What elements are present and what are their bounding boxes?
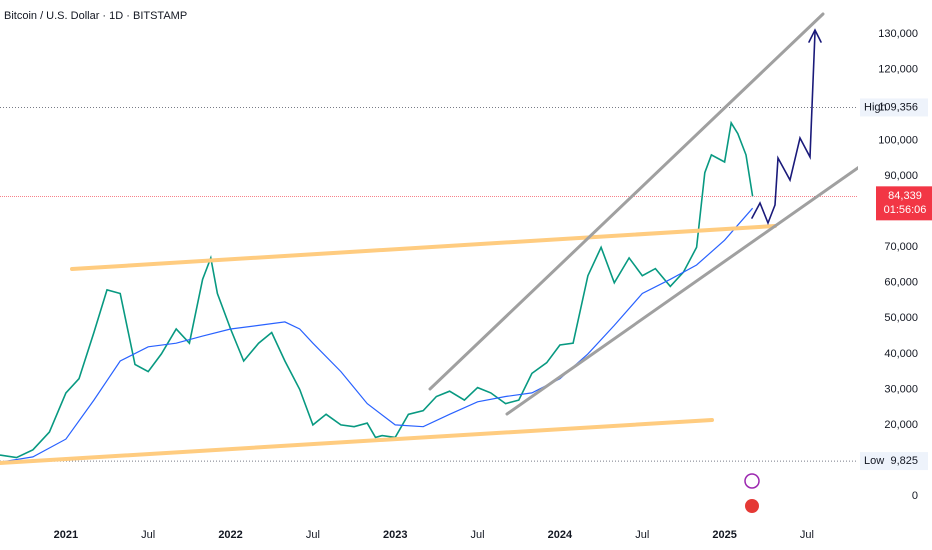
x-tick-label: 2025 (712, 529, 736, 541)
high-name: High (864, 101, 887, 113)
low-value: 9,825 (890, 455, 918, 467)
data (0, 120, 754, 463)
x-tick-label: 2022 (218, 529, 242, 541)
countdown: 01:56:06 (884, 204, 927, 216)
trendline (70, 224, 777, 271)
projection-arrowhead (808, 28, 822, 43)
x-tick-label: Jul (635, 529, 649, 541)
labels: 130,000 120,000 100,000 90,000 70,000 60,000 5… (54, 28, 932, 541)
trendline (0, 418, 714, 465)
y-tick-label: 30,000 (884, 383, 918, 395)
x-tick-label: 2021 (54, 529, 78, 541)
x-tick-label: Jul (471, 529, 485, 541)
x-tick-label: Jul (306, 529, 320, 541)
high-badge (860, 98, 928, 117)
y-tick-label: 70,000 (884, 241, 918, 253)
low-name: Low (864, 455, 884, 467)
price-line (0, 207, 754, 463)
event-icon (744, 473, 760, 489)
event-icon (745, 499, 759, 513)
y-tick-label: 0 (912, 490, 918, 502)
drawings (0, 12, 874, 465)
low-badge (860, 452, 928, 471)
x-tick-label: 2023 (383, 529, 407, 541)
y-tick-label: 60,000 (884, 277, 918, 289)
trendline (505, 156, 874, 416)
y-tick-label: 120,000 (878, 64, 918, 76)
grid (0, 106, 858, 462)
last-price-value: 84,339 (888, 190, 922, 202)
chart-title: Bitcoin / U.S. Dollar · 1D · BITSTAMP (4, 10, 187, 22)
last-price-badge (876, 186, 932, 221)
y-tick-label: 50,000 (884, 312, 918, 324)
x-tick-label: Jul (141, 529, 155, 541)
y-tick-label: 20,000 (884, 419, 918, 431)
y-tick-label: 90,000 (884, 170, 918, 182)
y-tick-label: 130,000 (878, 28, 918, 40)
price-line (0, 120, 754, 459)
event-icons (744, 473, 760, 513)
trendline (428, 12, 825, 391)
projection-path (751, 31, 816, 226)
y-tick-label: 40,000 (884, 348, 918, 360)
y-tick-label: 100,000 (878, 135, 918, 147)
high-value: 109,356 (878, 101, 918, 113)
x-tick-label: Jul (800, 529, 814, 541)
x-tick-label: 2024 (548, 529, 573, 541)
